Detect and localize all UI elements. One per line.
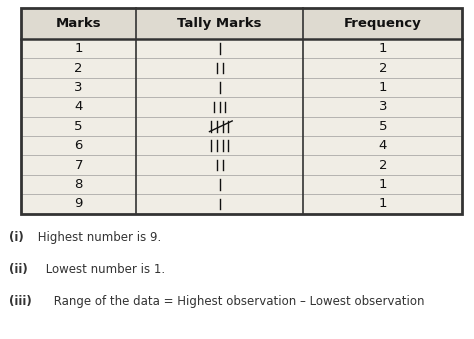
Text: Highest number is 9.: Highest number is 9. <box>34 231 161 244</box>
Text: 7: 7 <box>74 159 83 172</box>
Text: 3: 3 <box>74 81 83 94</box>
Text: 5: 5 <box>74 120 83 133</box>
Text: (iii): (iii) <box>9 295 32 308</box>
Text: 6: 6 <box>74 139 83 152</box>
Text: 3: 3 <box>379 100 387 113</box>
Bar <box>21 8 462 214</box>
Text: 5: 5 <box>379 120 387 133</box>
Text: Tally Marks: Tally Marks <box>177 17 262 30</box>
Text: Frequency: Frequency <box>344 17 422 30</box>
Text: Marks: Marks <box>56 17 101 30</box>
Text: 4: 4 <box>74 100 83 113</box>
Text: 9: 9 <box>74 197 83 211</box>
Text: 1: 1 <box>379 42 387 55</box>
Text: Lowest number is 1.: Lowest number is 1. <box>42 263 165 276</box>
Bar <box>21 8 462 214</box>
Text: 2: 2 <box>379 62 387 75</box>
Text: 2: 2 <box>74 62 83 75</box>
Text: Range of the data = Highest observation – Lowest observation: Range of the data = Highest observation … <box>50 295 424 308</box>
Text: 2: 2 <box>379 159 387 172</box>
Text: 1: 1 <box>379 178 387 191</box>
Text: 1: 1 <box>74 42 83 55</box>
Text: (ii): (ii) <box>9 263 28 276</box>
Text: (i): (i) <box>9 231 24 244</box>
Text: 4: 4 <box>379 139 387 152</box>
Text: 1: 1 <box>379 197 387 211</box>
Text: 8: 8 <box>74 178 83 191</box>
Text: 1: 1 <box>379 81 387 94</box>
Bar <box>21 8 462 39</box>
